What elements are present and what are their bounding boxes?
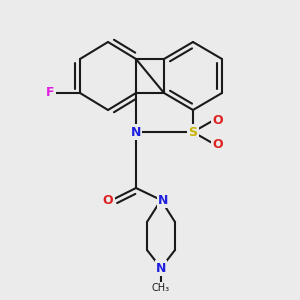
Text: O: O: [213, 113, 223, 127]
Text: S: S: [188, 125, 197, 139]
Text: O: O: [103, 194, 113, 206]
Text: N: N: [131, 125, 141, 139]
Text: N: N: [156, 262, 166, 275]
Text: F: F: [46, 86, 54, 100]
Text: O: O: [213, 137, 223, 151]
Text: CH₃: CH₃: [152, 283, 170, 293]
Text: N: N: [158, 194, 168, 206]
